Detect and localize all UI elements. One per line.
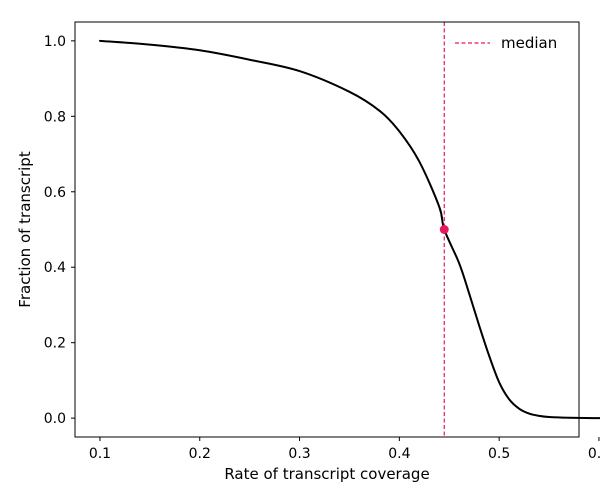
x-axis: 0.1 0.2 0.3 0.4 0.5 0.6: [89, 437, 600, 462]
x-tick-label: 0.6: [588, 446, 600, 462]
legend-label-median: median: [501, 34, 557, 52]
y-axis-label: Fraction of transcript: [16, 151, 34, 308]
median-point: [439, 225, 449, 234]
x-tick-label: 0.4: [388, 446, 410, 462]
x-tick-label: 0.2: [189, 446, 211, 462]
y-tick-label: 0.6: [44, 185, 66, 201]
y-tick-label: 1.0: [44, 34, 66, 50]
x-tick-label: 0.3: [288, 446, 310, 462]
y-tick-label: 0.2: [44, 336, 66, 352]
y-axis: 0.0 0.2 0.4 0.6 0.8 1.0: [44, 34, 75, 427]
y-tick-label: 0.4: [44, 260, 66, 276]
x-tick-label: 0.5: [488, 446, 510, 462]
coverage-curve: [98, 39, 600, 420]
y-tick-label: 0.8: [44, 109, 66, 125]
legend: median: [455, 34, 557, 52]
x-axis-label: Rate of transcript coverage: [224, 465, 429, 483]
plot-frame: [74, 21, 580, 438]
y-tick-label: 0.0: [44, 411, 66, 427]
x-tick-label: 0.1: [89, 446, 111, 462]
plot-content: [98, 22, 600, 437]
plot-area: [75, 22, 579, 437]
